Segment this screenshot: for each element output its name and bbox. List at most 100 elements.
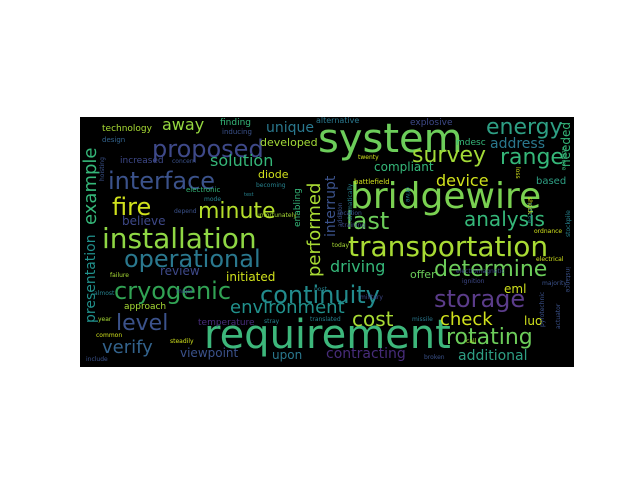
word-contracting: contracting bbox=[326, 346, 406, 362]
word-increased: increased bbox=[120, 156, 164, 166]
word-analysis: analysis bbox=[464, 207, 545, 231]
word-environment: environment bbox=[230, 297, 345, 318]
word-electromagnetic: electromagnetic bbox=[456, 268, 505, 275]
word-check: check bbox=[440, 309, 493, 330]
word-call: call bbox=[466, 338, 477, 345]
word-majority: majority bbox=[542, 280, 567, 287]
word-ignition: ignition bbox=[462, 278, 485, 285]
word-instance: instance bbox=[564, 267, 571, 293]
word-ordnance: ordnance bbox=[534, 228, 563, 235]
word-bridgewire: bridgewire bbox=[350, 176, 542, 217]
word-technology: technology bbox=[102, 124, 152, 134]
word-diode: diode bbox=[258, 168, 289, 181]
word-pyrotechnic: pyrotechnic bbox=[539, 291, 546, 327]
word-cloud: system requirement bridgewire installati… bbox=[80, 117, 574, 367]
word-addition: addition bbox=[337, 202, 344, 227]
word-transportation: transportation bbox=[348, 230, 549, 263]
word-inducing: inducing bbox=[222, 128, 252, 136]
word-solution: solution bbox=[210, 151, 274, 170]
word-level: level bbox=[116, 311, 169, 336]
word-mode: mode bbox=[204, 196, 222, 203]
word-operational: operational bbox=[124, 245, 261, 273]
word-interface: interface bbox=[108, 167, 216, 195]
word-enabling: enabling bbox=[293, 188, 303, 227]
word-luo: luo bbox=[524, 314, 543, 328]
word-hoisting: hoisting bbox=[99, 157, 106, 181]
word-installation: installation bbox=[102, 222, 257, 255]
word-post: post bbox=[314, 286, 327, 293]
word-fire: fire bbox=[112, 193, 152, 221]
word-today: today bbox=[332, 242, 350, 249]
word-year: year bbox=[98, 316, 112, 323]
word-based: based bbox=[536, 176, 567, 187]
word-explosive: explosive bbox=[410, 118, 453, 128]
word-depend: depend bbox=[174, 208, 197, 215]
word-additional: additional bbox=[458, 348, 528, 364]
word-broken: broken bbox=[424, 354, 445, 361]
word-compliant: compliant bbox=[374, 160, 434, 174]
word-cryogenic: cryogenic bbox=[114, 277, 232, 305]
word-failure: failure bbox=[110, 272, 129, 279]
word-unfortunately: unfortunately bbox=[256, 212, 297, 219]
word-continuity: continuity bbox=[260, 281, 380, 309]
word-offer: offer bbox=[410, 268, 436, 281]
word-system: system bbox=[318, 117, 463, 162]
word-include: include bbox=[86, 356, 108, 363]
word-address: address bbox=[490, 136, 546, 152]
word-survey: survey bbox=[412, 143, 487, 168]
word-electrical: electrical bbox=[536, 256, 564, 263]
word-actuator: actuator bbox=[555, 303, 562, 329]
word-loss: loss bbox=[514, 167, 521, 179]
word-developed: developed bbox=[260, 136, 318, 149]
word-example: example bbox=[80, 147, 101, 225]
word-initiated: initiated bbox=[226, 270, 276, 284]
word-proposed: proposed bbox=[152, 135, 264, 163]
word-review: review bbox=[160, 264, 200, 278]
word-interrupt: interrupt bbox=[323, 175, 339, 237]
word-battlefield: battlefield bbox=[354, 178, 390, 186]
word-teal: test bbox=[244, 192, 254, 198]
word-missile: missile bbox=[412, 316, 433, 323]
word-verify: verify bbox=[102, 337, 153, 358]
word-mdesc: mdesc bbox=[456, 138, 486, 148]
word-location: location bbox=[338, 210, 362, 217]
word-translated: translated bbox=[310, 316, 341, 323]
word-training: training bbox=[342, 222, 366, 229]
word-range: range bbox=[500, 145, 564, 170]
word-device: device bbox=[436, 171, 489, 190]
word-major: major bbox=[176, 288, 194, 295]
word-common: common bbox=[96, 332, 123, 339]
word-driving: driving bbox=[330, 257, 386, 276]
word-cost: cost bbox=[352, 307, 394, 331]
word-performed: performed bbox=[304, 182, 325, 277]
word-almost: almost bbox=[94, 290, 115, 297]
word-electronic: electronic bbox=[186, 186, 221, 194]
word-eml: eml bbox=[504, 282, 527, 296]
word-minute: minute bbox=[198, 199, 276, 224]
word-design: design bbox=[102, 136, 126, 144]
word-concern: concern bbox=[172, 158, 196, 165]
word-energy: energy bbox=[486, 117, 563, 140]
word-stray: stray bbox=[264, 318, 280, 325]
word-dramatically: dramatically bbox=[347, 183, 354, 221]
word-steadily: steadily bbox=[170, 338, 194, 345]
word-rotating: rotating bbox=[446, 325, 533, 350]
word-upon: upon bbox=[272, 348, 303, 362]
word-approach: approach bbox=[124, 302, 167, 312]
word-stockpile: stockpile bbox=[565, 210, 572, 237]
word-temperature: temperature bbox=[198, 318, 255, 328]
word-alternative: alternative bbox=[316, 117, 360, 125]
word-military: military bbox=[360, 294, 383, 301]
word-becoming: becoming bbox=[256, 182, 286, 189]
word-unique: unique bbox=[266, 120, 315, 136]
word-drive: drive bbox=[404, 187, 411, 203]
word-shock: shock bbox=[526, 197, 533, 215]
word-finding: finding bbox=[220, 118, 252, 128]
word-believe: believe bbox=[122, 214, 166, 228]
word-requirement: requirement bbox=[204, 312, 451, 358]
word-presentation: presentation bbox=[83, 234, 99, 323]
word-storage: storage bbox=[434, 285, 526, 313]
word-viewpoint: viewpoint bbox=[180, 346, 239, 360]
word-twenty: twenty bbox=[358, 154, 379, 161]
word-achieve: achieve bbox=[560, 147, 567, 171]
